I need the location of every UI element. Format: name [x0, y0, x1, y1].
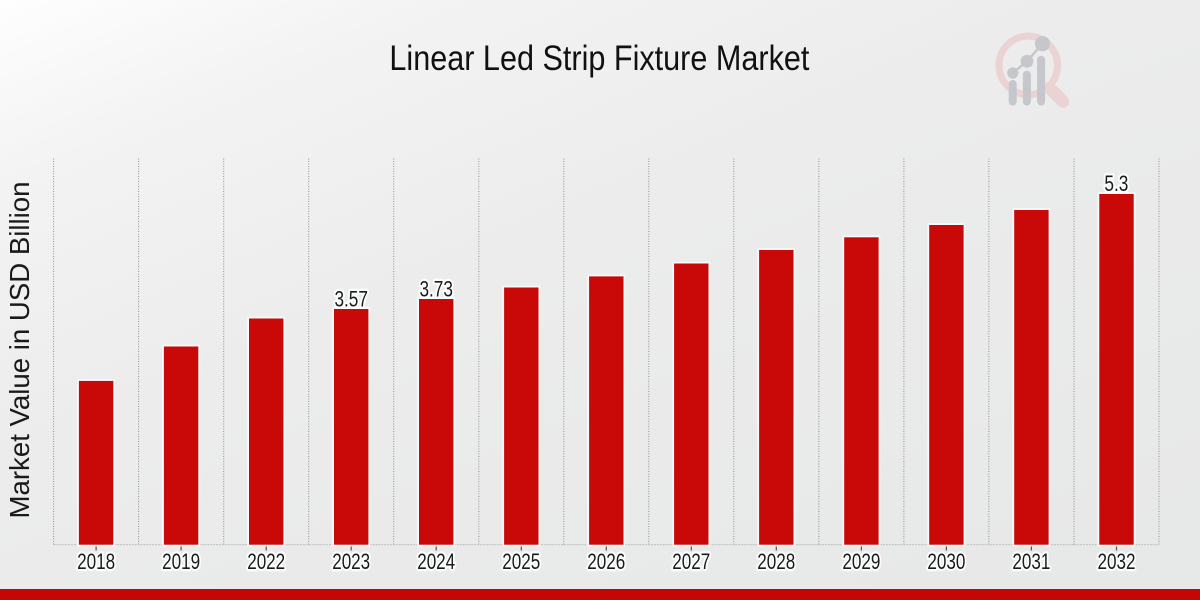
svg-text:2022: 2022: [247, 549, 285, 574]
svg-text:2032: 2032: [1098, 549, 1136, 574]
svg-text:5.3: 5.3: [1104, 171, 1128, 196]
svg-text:2018: 2018: [77, 549, 115, 574]
svg-text:2025: 2025: [502, 549, 540, 574]
svg-text:Linear Led Strip Fixture Marke: Linear Led Strip Fixture Market: [389, 38, 809, 78]
svg-text:2024: 2024: [417, 549, 455, 574]
svg-text:2023: 2023: [332, 549, 370, 574]
svg-text:2031: 2031: [1012, 549, 1050, 574]
svg-text:3.73: 3.73: [419, 276, 453, 301]
svg-text:2029: 2029: [842, 549, 880, 574]
svg-text:3.57: 3.57: [334, 286, 368, 311]
svg-text:2019: 2019: [162, 549, 200, 574]
svg-text:2027: 2027: [672, 549, 710, 574]
svg-text:2026: 2026: [587, 549, 625, 574]
svg-text:2030: 2030: [927, 549, 965, 574]
svg-text:Market Value in USD Billion: Market Value in USD Billion: [4, 182, 35, 519]
svg-text:2028: 2028: [757, 549, 795, 574]
